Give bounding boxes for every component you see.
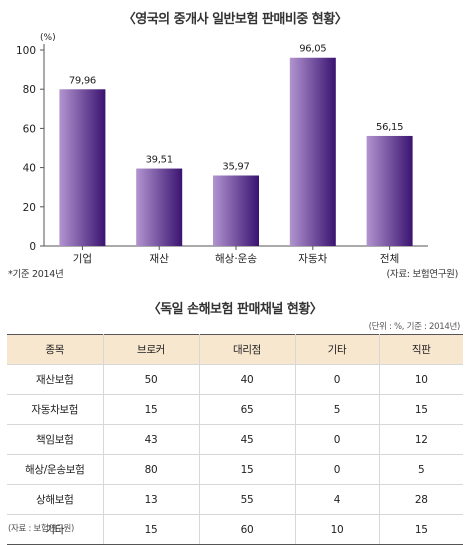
header-cell: 기타 bbox=[295, 334, 380, 365]
table-cell: 0 bbox=[295, 364, 380, 395]
bar bbox=[213, 175, 259, 246]
chart-title: 〈영국의 중개사 일반보험 판매비중 현황〉 bbox=[122, 12, 348, 27]
table-row: 기타 15 60 10 15 bbox=[7, 514, 463, 545]
table-cell: 책임보험 bbox=[7, 424, 104, 455]
bar-value-label: 79,96 bbox=[69, 75, 96, 86]
table-unit: (단위 : %, 기준 : 2014년) bbox=[368, 322, 461, 332]
table-source: (자료 : 보험연구원) bbox=[8, 524, 75, 534]
x-tick-label: 전체 bbox=[380, 253, 399, 265]
bar bbox=[59, 89, 106, 246]
table-cell: 15 bbox=[103, 394, 200, 425]
table-cell: 15 bbox=[199, 454, 296, 485]
bar-chart: 0 20 40 60 80 100 (%) 기업 재산 해상·운송 자동차 전체 79,96 39,51… bbox=[16, 33, 428, 265]
table-cell: 15 bbox=[103, 514, 200, 545]
y-tick-label: 80 bbox=[23, 84, 36, 96]
table-cell: 43 bbox=[103, 424, 200, 455]
table-row: 책임보험 43 45 0 12 bbox=[7, 424, 463, 455]
table-cell: 45 bbox=[199, 424, 296, 455]
x-tick-label: 기업 bbox=[73, 252, 92, 265]
bar bbox=[366, 135, 413, 246]
chart-source: (자료: 보험연구원) bbox=[386, 269, 458, 280]
y-tick-label: 100 bbox=[16, 45, 36, 57]
bar-value-label: 35,97 bbox=[222, 161, 249, 172]
table-row: 자동차보험 15 65 5 15 bbox=[7, 394, 463, 425]
table-row: 해상/운송보험 80 15 0 5 bbox=[7, 454, 463, 485]
table-cell: 상해보험 bbox=[7, 484, 104, 515]
y-tick-label: 40 bbox=[23, 163, 36, 175]
table-header-row: 종목 브로커 대리점 기타 직판 bbox=[7, 334, 463, 365]
table-cell: 15 bbox=[379, 394, 463, 425]
table-cell: 4 bbox=[295, 484, 380, 515]
table-cell: 28 bbox=[379, 484, 463, 515]
table-cell: 0 bbox=[295, 424, 380, 455]
table-cell: 해상/운송보험 bbox=[7, 454, 104, 485]
table-cell: 65 bbox=[199, 394, 296, 425]
header-cell: 브로커 bbox=[103, 334, 200, 365]
table-cell: 60 bbox=[199, 514, 296, 545]
table-cell: 재산보험 bbox=[7, 364, 104, 395]
table-cell: 5 bbox=[379, 454, 463, 485]
x-tick-label: 해상·운송 bbox=[215, 252, 257, 265]
table-cell: 80 bbox=[103, 454, 200, 485]
header-cell: 종목 bbox=[7, 334, 104, 365]
table-cell: 55 bbox=[199, 484, 296, 515]
table-cell: 10 bbox=[379, 364, 463, 395]
table-cell: 40 bbox=[199, 364, 296, 395]
x-tick-label: 자동차 bbox=[298, 253, 327, 265]
y-axis-label: (%) bbox=[40, 33, 56, 43]
table-cell: 13 bbox=[103, 484, 200, 515]
y-tick-label: 20 bbox=[23, 202, 36, 214]
bar bbox=[289, 57, 336, 246]
bar-value-label: 39,51 bbox=[146, 155, 173, 166]
x-tick-label: 재산 bbox=[150, 253, 170, 265]
table-cell: 10 bbox=[295, 514, 380, 545]
table-title: 〈독일 손해보험 판매채널 현황〉 bbox=[147, 302, 323, 317]
header-cell: 대리점 bbox=[199, 334, 296, 365]
y-tick-label: 60 bbox=[23, 123, 36, 135]
y-tick-label: 0 bbox=[29, 241, 36, 253]
bar-value-label: 96,05 bbox=[299, 44, 326, 55]
bar-value-label: 56,15 bbox=[376, 122, 403, 133]
table-cell: 자동차보험 bbox=[7, 394, 104, 425]
table-cell: 5 bbox=[295, 394, 380, 425]
table-row: 재산보험 50 40 0 10 bbox=[7, 364, 463, 395]
table-cell: 12 bbox=[379, 424, 463, 455]
sales-channel-table: 종목 브로커 대리점 기타 직판 재산보험 50 40 0 10 자동차보험 1… bbox=[7, 334, 463, 545]
table-cell: 15 bbox=[379, 514, 463, 545]
bar bbox=[136, 168, 183, 246]
table-cell: 0 bbox=[295, 454, 380, 485]
table-cell: 50 bbox=[103, 364, 200, 395]
table-row: 상해보험 13 55 4 28 bbox=[7, 484, 463, 515]
chart-note: *기준 2014년 bbox=[8, 269, 64, 280]
header-cell: 직판 bbox=[379, 334, 463, 365]
